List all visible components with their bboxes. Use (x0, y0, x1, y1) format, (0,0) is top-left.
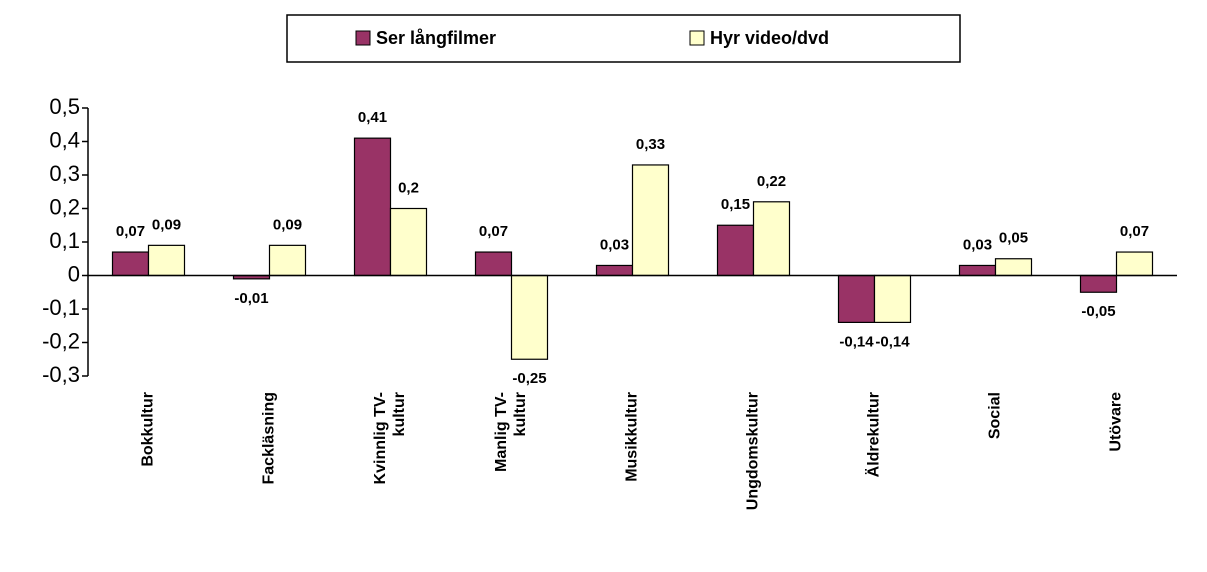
value-label: -0,14 (875, 333, 910, 350)
y-tick-label: -0,2 (42, 328, 80, 353)
x-tick-label: Fackläsning (261, 392, 278, 484)
legend-box (286, 14, 961, 63)
x-tick-label: Manlig TV-kultur (493, 392, 529, 472)
value-label: 0,41 (358, 109, 387, 126)
value-label: 0,03 (600, 236, 629, 253)
bar (958, 264, 997, 277)
bar (595, 264, 634, 277)
bar (510, 274, 549, 360)
legend-swatch (355, 30, 371, 46)
value-label: 0,2 (398, 179, 419, 196)
bar (147, 244, 186, 277)
value-label: 0,33 (636, 136, 665, 153)
legend-label: Ser långfilmer (376, 28, 496, 48)
legend-swatch (689, 30, 705, 46)
bar (873, 274, 912, 324)
value-label: -0,05 (1081, 303, 1115, 320)
x-tick-label: Musikkultur (624, 392, 641, 482)
value-label: -0,01 (234, 290, 268, 307)
bar (353, 137, 392, 277)
y-tick-label: 0,5 (49, 94, 80, 119)
value-label: -0,14 (839, 333, 874, 350)
y-tick-label: -0,3 (42, 362, 80, 387)
value-label: 0,05 (999, 230, 1028, 247)
y-tick-label: 0,2 (49, 194, 80, 219)
bar (752, 201, 791, 277)
x-tick-label: Social (987, 392, 1004, 439)
bar (389, 207, 428, 277)
value-label: 0,07 (479, 223, 508, 240)
y-tick-label: 0,3 (49, 161, 80, 186)
value-label: 0,03 (963, 236, 992, 253)
value-label: 0,15 (721, 196, 750, 213)
bar (474, 251, 513, 277)
y-tick-label: 0,1 (49, 228, 80, 253)
x-tick-label: Kvinnlig TV-kultur (372, 392, 408, 484)
value-label: 0,07 (1120, 223, 1149, 240)
bar (994, 258, 1033, 277)
x-tick-label: Ungdomskultur (745, 392, 762, 510)
y-tick-label: -0,1 (42, 295, 80, 320)
value-label: 0,09 (273, 216, 302, 233)
bar (837, 274, 876, 324)
bar (1115, 251, 1154, 277)
bar (716, 224, 755, 277)
value-label: 0,09 (152, 216, 181, 233)
value-label: 0,07 (116, 223, 145, 240)
x-tick-label: Bokkultur (140, 392, 157, 467)
bar (1079, 274, 1118, 293)
y-tick-label: 0 (68, 261, 80, 286)
y-tick-label: 0,4 (49, 127, 80, 152)
bar (631, 164, 670, 277)
value-label: 0,22 (757, 173, 786, 190)
legend-label: Hyr video/dvd (710, 28, 829, 48)
x-tick-label: Utövare (1108, 392, 1125, 452)
bar (268, 244, 307, 277)
x-tick-label: Äldrekultur (865, 392, 883, 477)
bar (111, 251, 150, 277)
value-label: -0,25 (512, 370, 546, 387)
